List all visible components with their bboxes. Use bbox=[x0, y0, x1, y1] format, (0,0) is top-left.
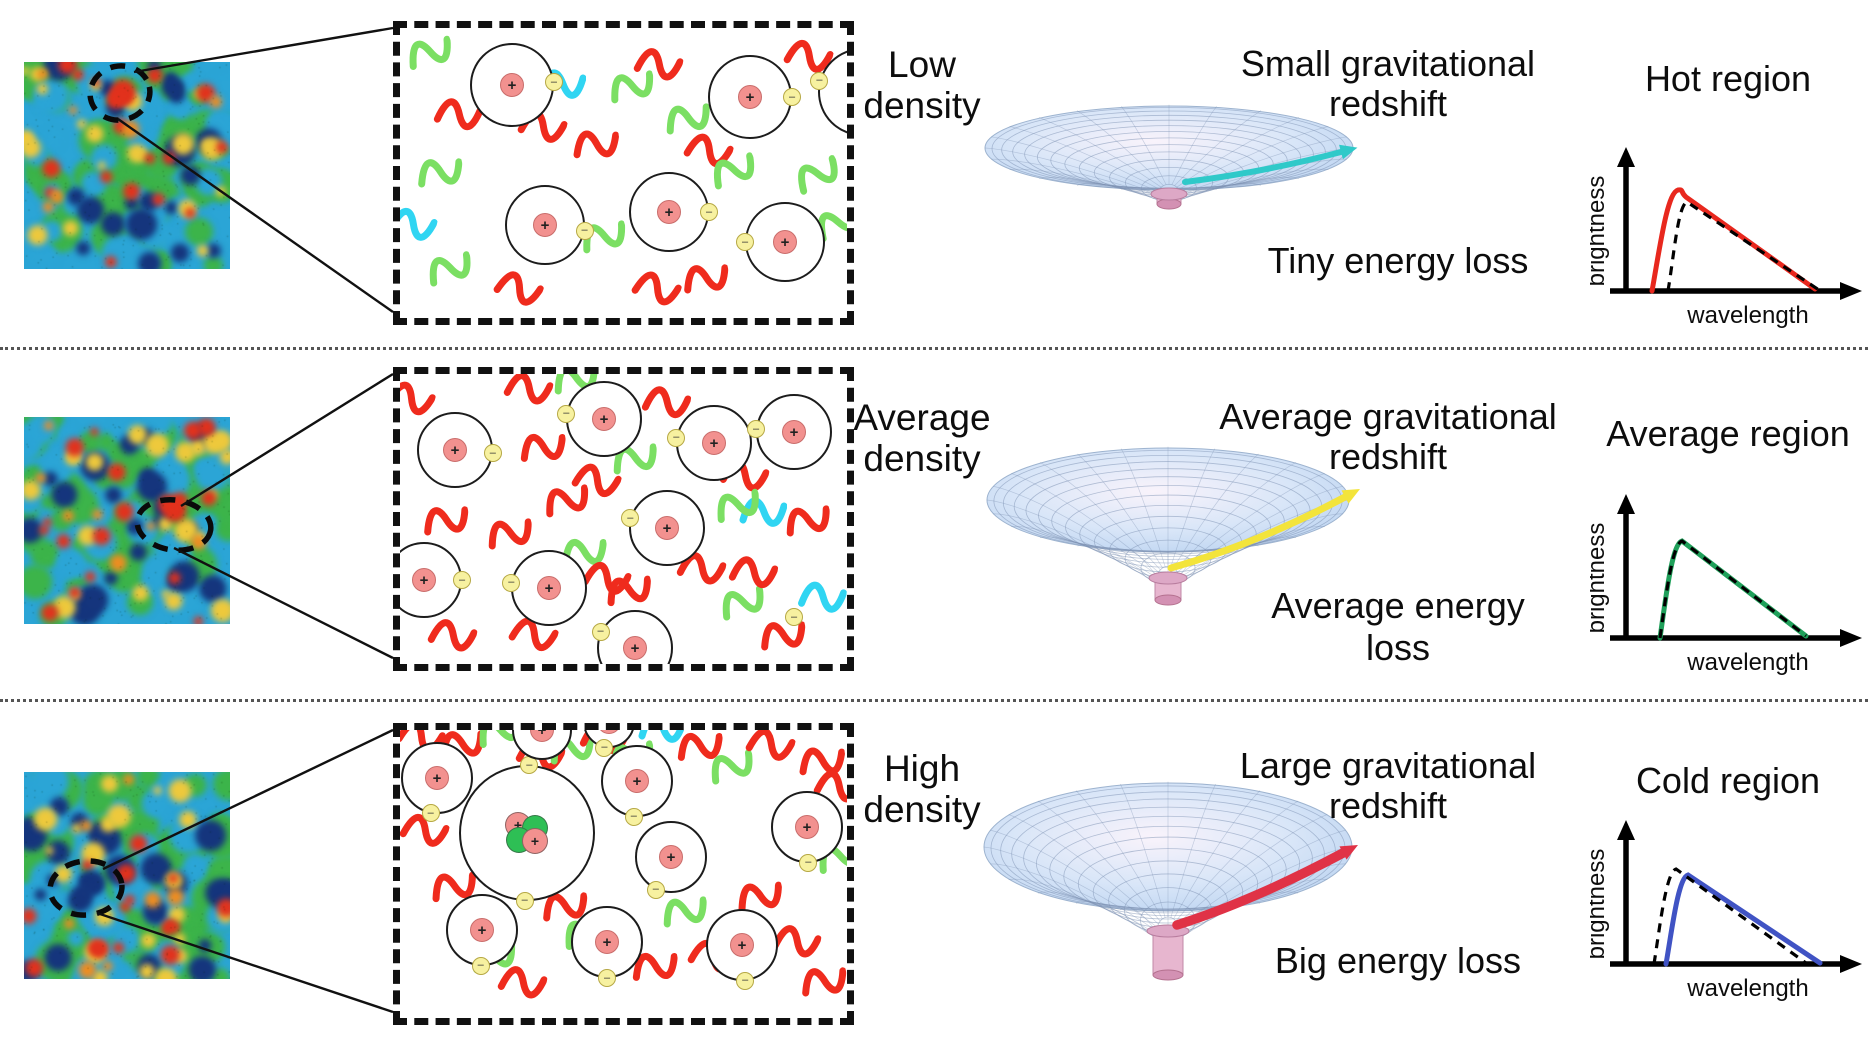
region-title: Hot region bbox=[1644, 58, 1812, 99]
region-title: Average region bbox=[1606, 413, 1850, 454]
zoom-box-average-density: + – + – + – + – + – + – + – + – – bbox=[393, 367, 854, 671]
gravity-well-medium bbox=[986, 446, 1360, 606]
spectrum-plot-average: brightness wavelength bbox=[1590, 494, 1862, 676]
density-label: High density bbox=[863, 748, 981, 831]
x-axis-label: wavelength bbox=[1686, 649, 1808, 676]
energy-loss-label: Average energy loss bbox=[1271, 585, 1525, 668]
zoom-box-high-density: +–++––+–+–+–+–+–+–++– bbox=[393, 723, 854, 1025]
y-axis-label: brightness bbox=[1590, 523, 1610, 634]
y-axis-label: brightness bbox=[1590, 849, 1610, 960]
density-label: Average density bbox=[853, 397, 991, 480]
cmb-map-average bbox=[24, 417, 230, 624]
zoom-box-low-density: +–+–+–+–+–+– bbox=[393, 21, 854, 325]
redshift-label: Small gravitational redshift bbox=[1240, 43, 1536, 125]
row-high-density: +–++––+–+–+–+–+–+–++– High density Large… bbox=[0, 700, 1868, 1039]
cmb-map-hot bbox=[24, 62, 230, 269]
region-title: Cold region bbox=[1635, 760, 1821, 801]
y-axis-label: brightness bbox=[1590, 176, 1610, 287]
row-separator bbox=[0, 347, 1868, 350]
spectrum-plot-hot: brightness wavelength bbox=[1590, 147, 1862, 329]
energy-loss-label: Tiny energy loss bbox=[1267, 240, 1529, 281]
row-separator bbox=[0, 699, 1868, 702]
gravity-well-deep bbox=[983, 781, 1358, 981]
gravity-well-shallow bbox=[984, 104, 1358, 210]
redshift-label: Average gravitational redshift bbox=[1219, 396, 1557, 478]
density-label: Low density bbox=[863, 44, 981, 127]
spectrum-plot-cold: brightness wavelength bbox=[1590, 820, 1862, 1002]
row-low-density: +–+–+–+–+–+– Low density Small gravitati… bbox=[0, 0, 1868, 347]
redshift-label: Large gravitational redshift bbox=[1239, 745, 1537, 827]
energy-loss-label: Big energy loss bbox=[1274, 940, 1522, 981]
x-axis-label: wavelength bbox=[1686, 302, 1808, 329]
cmb-map-cold bbox=[24, 772, 230, 979]
x-axis-label: wavelength bbox=[1686, 975, 1808, 1002]
row-average-density: + – + – + – + – + – + – + – + – – Average density Averag… bbox=[0, 347, 1868, 700]
